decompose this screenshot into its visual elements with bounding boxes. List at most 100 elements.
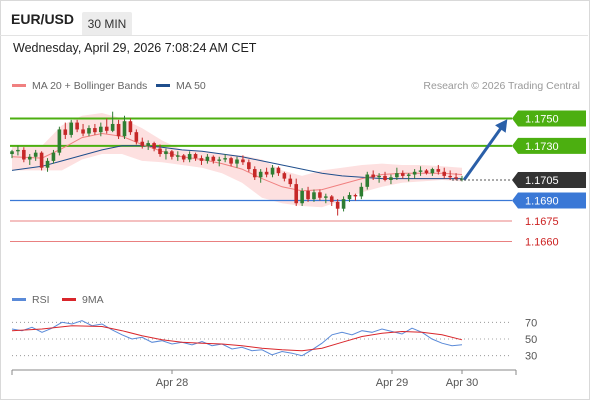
- candle-body: [454, 177, 458, 179]
- price-label-1-1690-bg: [512, 192, 586, 209]
- x-tick-label-apr-29: Apr 29: [376, 377, 408, 389]
- candle-body: [99, 126, 103, 133]
- candle-body: [193, 154, 198, 159]
- candle-body: [81, 129, 85, 134]
- candle-body: [87, 128, 91, 134]
- candle-body: [288, 178, 293, 185]
- rsi-ma-swatch: [62, 297, 76, 301]
- candle-body: [164, 151, 168, 155]
- candle-body: [264, 171, 269, 175]
- candle-body: [116, 123, 121, 137]
- candle-body: [442, 171, 447, 176]
- ma20-label: MA 20 + Bollinger Bands: [32, 80, 148, 92]
- candle-body: [170, 151, 174, 157]
- candle-body: [276, 167, 281, 174]
- candle-body: [247, 162, 251, 170]
- candle-body: [389, 177, 393, 180]
- price-label-1-1675: 1.1675: [525, 216, 559, 228]
- candle-body: [152, 143, 156, 149]
- candle-body: [16, 149, 20, 152]
- candle-body: [353, 195, 358, 197]
- candle-body: [300, 190, 304, 204]
- ma50-swatch: [156, 83, 170, 87]
- candle-body: [252, 169, 257, 178]
- rsi-ma-label: 9MA: [82, 294, 104, 306]
- price-label-1-1730: 1.1730: [525, 141, 559, 153]
- candle-body: [199, 158, 204, 161]
- rsi-tick-70: 70: [525, 317, 537, 329]
- forecast-arrow-shaft: [462, 121, 507, 181]
- candle-body: [341, 199, 346, 209]
- candle-body: [436, 169, 441, 172]
- candle-body: [365, 174, 370, 187]
- candle-body: [75, 122, 79, 130]
- candle-body: [383, 175, 387, 180]
- timeframe-button[interactable]: 30 MIN: [82, 12, 132, 36]
- x-tick-label-apr-30: Apr 30: [446, 377, 478, 389]
- candle-body: [241, 159, 245, 163]
- rsi-swatch: [12, 297, 26, 301]
- candle-body: [371, 174, 375, 178]
- price-label-1-1705: 1.1705: [525, 175, 559, 187]
- candle-body: [39, 152, 44, 168]
- candle-body: [347, 195, 352, 200]
- candle-body: [424, 170, 429, 174]
- candle-body: [22, 149, 26, 160]
- candle-body: [448, 175, 452, 178]
- candle-body: [235, 159, 239, 164]
- candle-body: [395, 173, 399, 178]
- credit-text: Research © 2026 Trading Central: [423, 80, 580, 92]
- candle-body: [128, 121, 133, 133]
- legend-rsi: RSI: [12, 294, 50, 306]
- ma20-swatch: [12, 83, 26, 87]
- candle-body: [258, 171, 263, 178]
- x-tick-label-apr-28: Apr 28: [156, 377, 188, 389]
- candle-body: [306, 190, 310, 200]
- price-label-1-1750: 1.1750: [525, 114, 559, 126]
- ma50-label: MA 50: [176, 80, 206, 92]
- candle-body: [318, 192, 322, 198]
- rsi-tick-30: 30: [525, 351, 537, 363]
- chart-timestamp: Wednesday, April 29, 2026 7:08:24 AM CET: [13, 41, 257, 55]
- candle-body: [27, 156, 32, 160]
- candle-body: [400, 173, 405, 176]
- candle-body: [460, 178, 464, 180]
- rsi-tick-50: 50: [525, 334, 537, 346]
- symbol-title: EUR/USD: [11, 11, 75, 27]
- legend-rsi-ma: 9MA: [62, 294, 104, 306]
- candle-body: [175, 155, 180, 157]
- candle-body: [122, 121, 127, 137]
- candle-body: [211, 156, 216, 161]
- price-label-1-1750-bg: [512, 110, 586, 127]
- ma50-line: [11, 145, 462, 180]
- candle-body: [270, 167, 275, 175]
- price-label-1-1660: 1.1660: [525, 237, 559, 249]
- legend-ma50: MA 50: [156, 80, 206, 92]
- candle-body: [110, 123, 115, 131]
- candle-body: [45, 160, 50, 168]
- candle-body: [217, 159, 222, 161]
- candle-body: [406, 174, 411, 176]
- candle-body: [57, 129, 62, 153]
- candle-body: [418, 170, 423, 172]
- candle-body: [359, 186, 364, 197]
- legend-ma20: MA 20 + Bollinger Bands: [12, 80, 147, 92]
- candle-body: [187, 154, 192, 160]
- candle-body: [377, 175, 381, 178]
- rsi-line: [11, 320, 463, 357]
- candle-body: [10, 151, 14, 155]
- candle-body: [412, 171, 417, 175]
- price-label-1-1690: 1.1690: [525, 196, 559, 208]
- forecast-arrow-head: [495, 119, 508, 133]
- candle-body: [181, 155, 186, 160]
- candle-body: [324, 196, 328, 198]
- rsi-label: RSI: [32, 294, 50, 306]
- candle-body: [282, 173, 287, 179]
- header-divider: [0, 35, 588, 36]
- candle-body: [158, 148, 162, 155]
- candle-body: [104, 126, 109, 131]
- candle-body: [93, 128, 97, 133]
- candle-body: [33, 152, 38, 157]
- candle-body: [329, 196, 334, 202]
